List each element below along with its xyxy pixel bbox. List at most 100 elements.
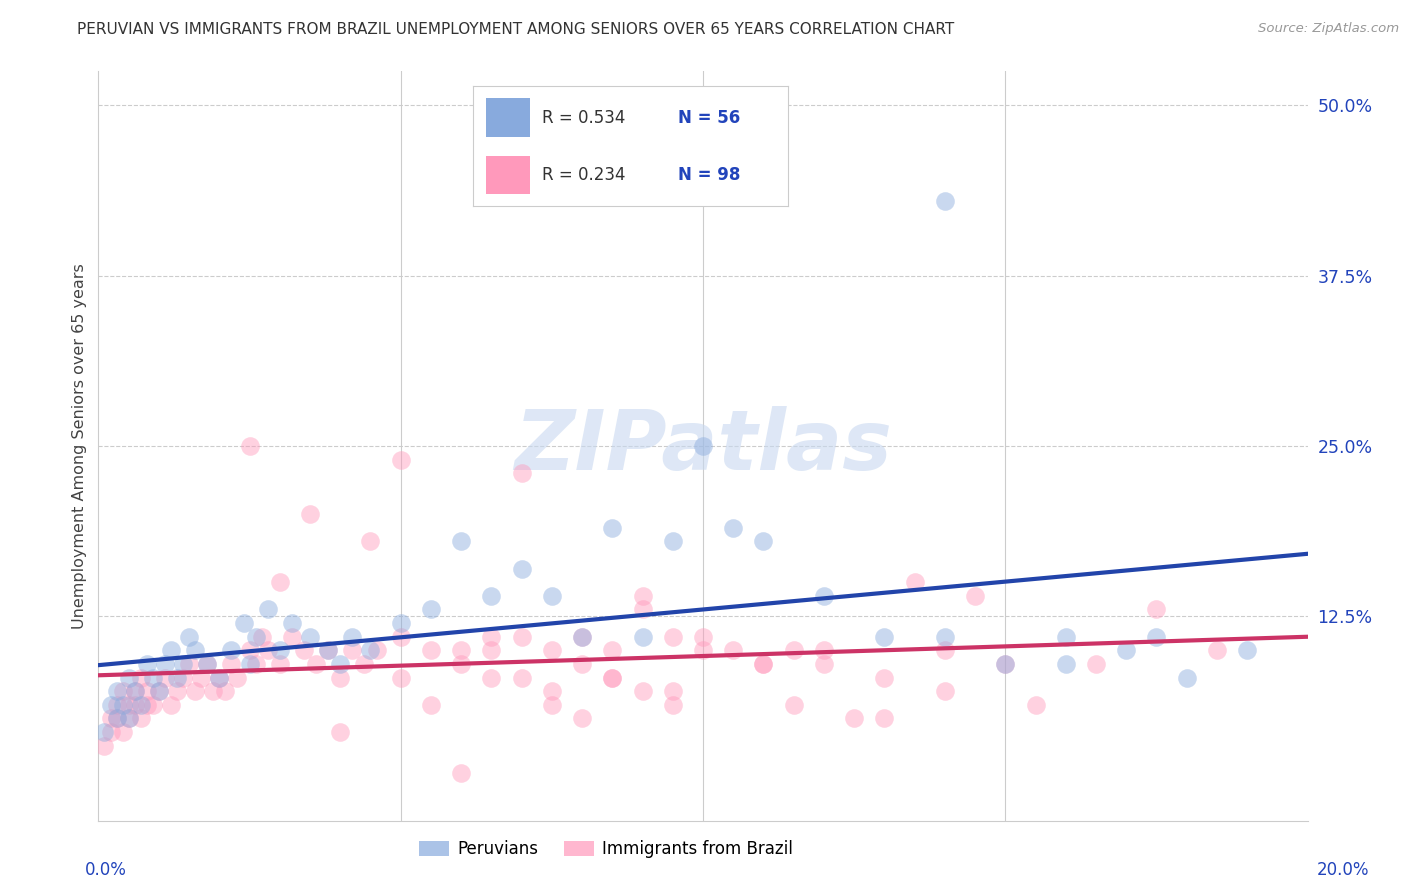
Point <box>631 602 654 616</box>
Point <box>118 711 141 725</box>
Point <box>1054 657 1077 671</box>
Point <box>934 194 956 208</box>
Point <box>166 684 188 698</box>
Point <box>602 643 624 657</box>
Point <box>135 698 157 712</box>
Point <box>342 643 364 657</box>
Point <box>540 698 562 712</box>
Point <box>510 467 533 481</box>
Point <box>661 534 683 549</box>
Point <box>153 671 176 685</box>
Text: ZIPatlas: ZIPatlas <box>515 406 891 486</box>
Point <box>873 630 896 644</box>
Point <box>540 643 562 657</box>
Point <box>783 698 806 712</box>
Point <box>148 684 170 698</box>
Point <box>481 643 503 657</box>
Text: PERUVIAN VS IMMIGRANTS FROM BRAZIL UNEMPLOYMENT AMONG SENIORS OVER 65 YEARS CORR: PERUVIAN VS IMMIGRANTS FROM BRAZIL UNEMP… <box>77 22 955 37</box>
Point <box>1144 630 1167 644</box>
Point <box>118 671 141 685</box>
Point <box>1175 671 1198 685</box>
Point <box>1024 698 1046 712</box>
Point <box>752 534 775 549</box>
Point <box>420 698 443 712</box>
Point <box>873 711 896 725</box>
Point <box>105 711 128 725</box>
Point <box>135 657 157 671</box>
Point <box>1085 657 1108 671</box>
Point <box>269 575 291 590</box>
Point <box>184 643 207 657</box>
Point <box>93 739 115 753</box>
Point <box>135 684 157 698</box>
Point <box>100 725 122 739</box>
Point <box>602 671 624 685</box>
Point <box>571 711 593 725</box>
Point <box>172 671 194 685</box>
Point <box>481 630 503 644</box>
Point <box>813 643 835 657</box>
Point <box>124 684 146 698</box>
Point <box>239 657 262 671</box>
Point <box>214 684 236 698</box>
Point <box>221 657 243 671</box>
Point <box>360 643 382 657</box>
Point <box>105 698 128 712</box>
Point <box>256 602 278 616</box>
Point <box>190 671 212 685</box>
Point <box>202 684 225 698</box>
Point <box>571 630 593 644</box>
Point <box>353 657 375 671</box>
Point <box>281 630 304 644</box>
Point <box>124 684 146 698</box>
Point <box>631 589 654 603</box>
Text: Source: ZipAtlas.com: Source: ZipAtlas.com <box>1258 22 1399 36</box>
Text: 20.0%: 20.0% <box>1316 861 1369 879</box>
Point <box>111 684 134 698</box>
Point <box>195 657 218 671</box>
Point <box>111 725 134 739</box>
Point <box>450 534 472 549</box>
Point <box>172 657 194 671</box>
Point <box>299 507 322 521</box>
Point <box>195 657 218 671</box>
Point <box>752 657 775 671</box>
Point <box>994 657 1017 671</box>
Point <box>366 643 388 657</box>
Point <box>873 671 896 685</box>
Point <box>208 671 231 685</box>
Point <box>571 630 593 644</box>
Point <box>692 439 714 453</box>
Point <box>904 575 927 590</box>
Point <box>250 630 273 644</box>
Point <box>316 643 339 657</box>
Point <box>481 589 503 603</box>
Point <box>142 671 165 685</box>
Point <box>1144 602 1167 616</box>
Point <box>510 671 533 685</box>
Point <box>166 671 188 685</box>
Text: 0.0%: 0.0% <box>84 861 127 879</box>
Point <box>631 630 654 644</box>
Point <box>179 657 201 671</box>
Point <box>934 643 956 657</box>
Point <box>148 684 170 698</box>
Point <box>602 521 624 535</box>
Point <box>281 616 304 631</box>
Point <box>329 671 352 685</box>
Point <box>316 643 339 657</box>
Point <box>160 698 183 712</box>
Point <box>142 698 165 712</box>
Point <box>389 452 412 467</box>
Point <box>661 698 683 712</box>
Point <box>481 671 503 685</box>
Point <box>208 671 231 685</box>
Point <box>540 684 562 698</box>
Point <box>450 657 472 671</box>
Point <box>239 643 262 657</box>
Legend: Peruvians, Immigrants from Brazil: Peruvians, Immigrants from Brazil <box>413 833 800 864</box>
Point <box>420 643 443 657</box>
Point <box>661 684 683 698</box>
Point <box>329 657 352 671</box>
Point <box>844 711 866 725</box>
